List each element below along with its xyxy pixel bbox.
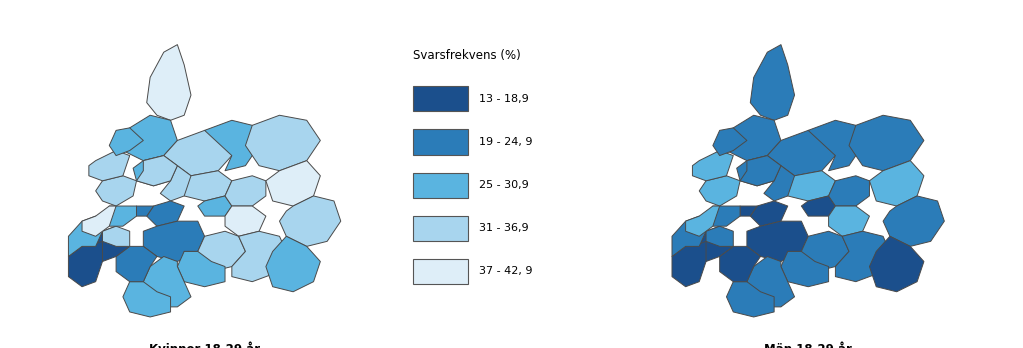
- Text: Svarsfrekvens (%): Svarsfrekvens (%): [413, 49, 521, 62]
- Text: 13 - 18,9: 13 - 18,9: [479, 94, 529, 104]
- Text: Kvinnor 18-29 år: Kvinnor 18-29 år: [149, 343, 260, 348]
- FancyBboxPatch shape: [413, 173, 469, 198]
- FancyBboxPatch shape: [413, 129, 469, 155]
- FancyBboxPatch shape: [413, 86, 469, 111]
- FancyBboxPatch shape: [413, 259, 469, 284]
- Text: 19 - 24, 9: 19 - 24, 9: [479, 137, 533, 147]
- FancyBboxPatch shape: [413, 216, 469, 241]
- Text: 25 - 30,9: 25 - 30,9: [479, 180, 529, 190]
- Text: Män 18-29 år: Män 18-29 år: [764, 343, 852, 348]
- Text: 37 - 42, 9: 37 - 42, 9: [479, 267, 533, 276]
- Text: 31 - 36,9: 31 - 36,9: [479, 223, 529, 233]
